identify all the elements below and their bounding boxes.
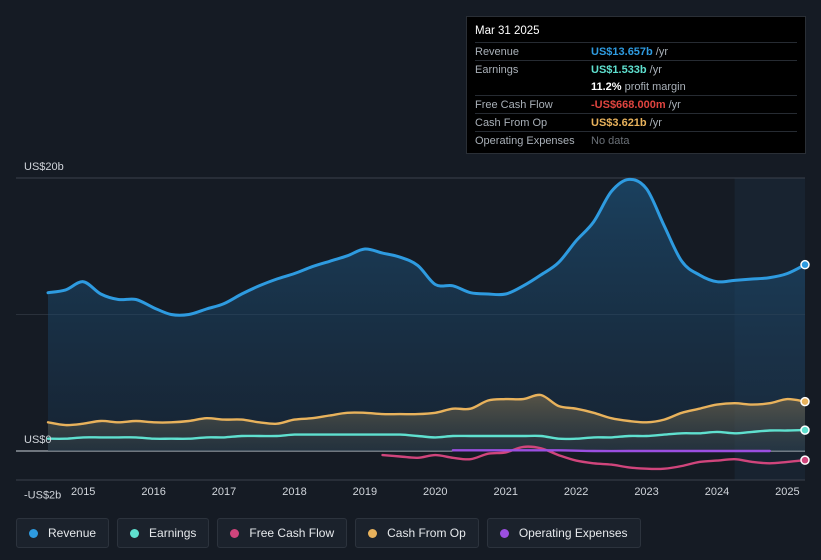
legend-item-free-cash-flow[interactable]: Free Cash Flow [217,518,348,548]
revenue-line [46,177,807,317]
earnings-endpoint [800,425,810,435]
x-tick-label: 2024 [705,486,729,498]
x-tick-label: 2016 [141,486,165,498]
x-tick-label: 2023 [634,486,658,498]
operating-expenses-line [451,449,771,453]
legend-label: Revenue [48,526,97,540]
tooltip-value: US$13.657b [591,45,653,58]
tooltip-label: Free Cash Flow [475,98,553,111]
tooltip-value: US$1.533b [591,63,647,76]
legend-dot-icon [499,528,509,538]
legend-item-earnings[interactable]: Earnings [117,518,210,548]
legend-dot-icon [230,528,240,538]
x-tick-label: 2017 [212,486,236,498]
tooltip-value: 11.2% [591,80,622,93]
revenue-area [48,179,805,451]
cash-from-op-endpoint [800,396,810,407]
tooltip-unit: /yr [668,98,681,111]
tooltip-unit: /yr [649,63,662,76]
x-tick-label: 2019 [353,486,377,498]
legend-item-revenue[interactable]: Revenue [16,518,110,548]
legend: Revenue Earnings Free Cash Flow Cash Fro… [16,518,641,548]
tooltip-label: Revenue [475,45,520,58]
legend-item-operating-expenses[interactable]: Operating Expenses [486,518,641,548]
tooltip-panel: Mar 31 2025 Revenue US$13.657b /yr Earni… [466,16,806,154]
x-tick-label: 2021 [493,486,517,498]
tooltip-unit: /yr [655,45,668,58]
tooltip-row-cash-from-op: Cash From Op US$3.621b /yr [475,113,797,131]
x-tick-label: 2025 [775,486,799,498]
tooltip-value: US$3.621b [591,116,647,129]
tooltip-label: Operating Expenses [475,134,575,147]
y-axis-label: -US$2b [24,489,61,501]
x-tick-label: 2020 [423,486,447,498]
free-cash-flow-endpoint [800,455,810,465]
tooltip-value: No data [591,134,630,147]
legend-label: Operating Expenses [518,526,628,540]
tooltip-date: Mar 31 2025 [475,25,540,37]
tooltip-row-free-cash-flow: Free Cash Flow -US$668.000m /yr [475,95,797,113]
tooltip-label: Earnings [475,63,519,76]
tooltip-label: Cash From Op [475,116,548,129]
legend-label: Cash From Op [387,526,466,540]
legend-dot-icon [29,528,38,538]
free-cash-flow-line [381,445,807,471]
tooltip-unit: /yr [649,116,662,129]
tooltip-value: -US$668.000m [591,98,666,111]
legend-label: Free Cash Flow [249,526,335,540]
tooltip-row-earnings: Earnings US$1.533b /yr [475,60,797,78]
earnings-line [46,428,807,441]
y-axis-label: US$20b [24,161,64,173]
tooltip-row-profit-margin: 11.2% profit margin [475,78,797,95]
cash-from-op-line [46,393,807,427]
legend-dot-icon [130,528,140,538]
x-tick-label: 2015 [71,486,95,498]
legend-item-cash-from-op[interactable]: Cash From Op [355,518,479,548]
legend-label: Earnings [149,526,197,540]
x-tick-label: 2018 [282,486,306,498]
x-tick-label: 2022 [564,486,588,498]
y-axis-label: US$0 [24,434,52,446]
revenue-endpoint [800,259,810,270]
legend-dot-icon [368,528,378,538]
tooltip-row-operating-expenses: Operating Expenses No data [475,131,797,149]
tooltip-row-revenue: Revenue US$13.657b /yr [475,42,797,60]
tooltip-unit: profit margin [624,80,686,93]
